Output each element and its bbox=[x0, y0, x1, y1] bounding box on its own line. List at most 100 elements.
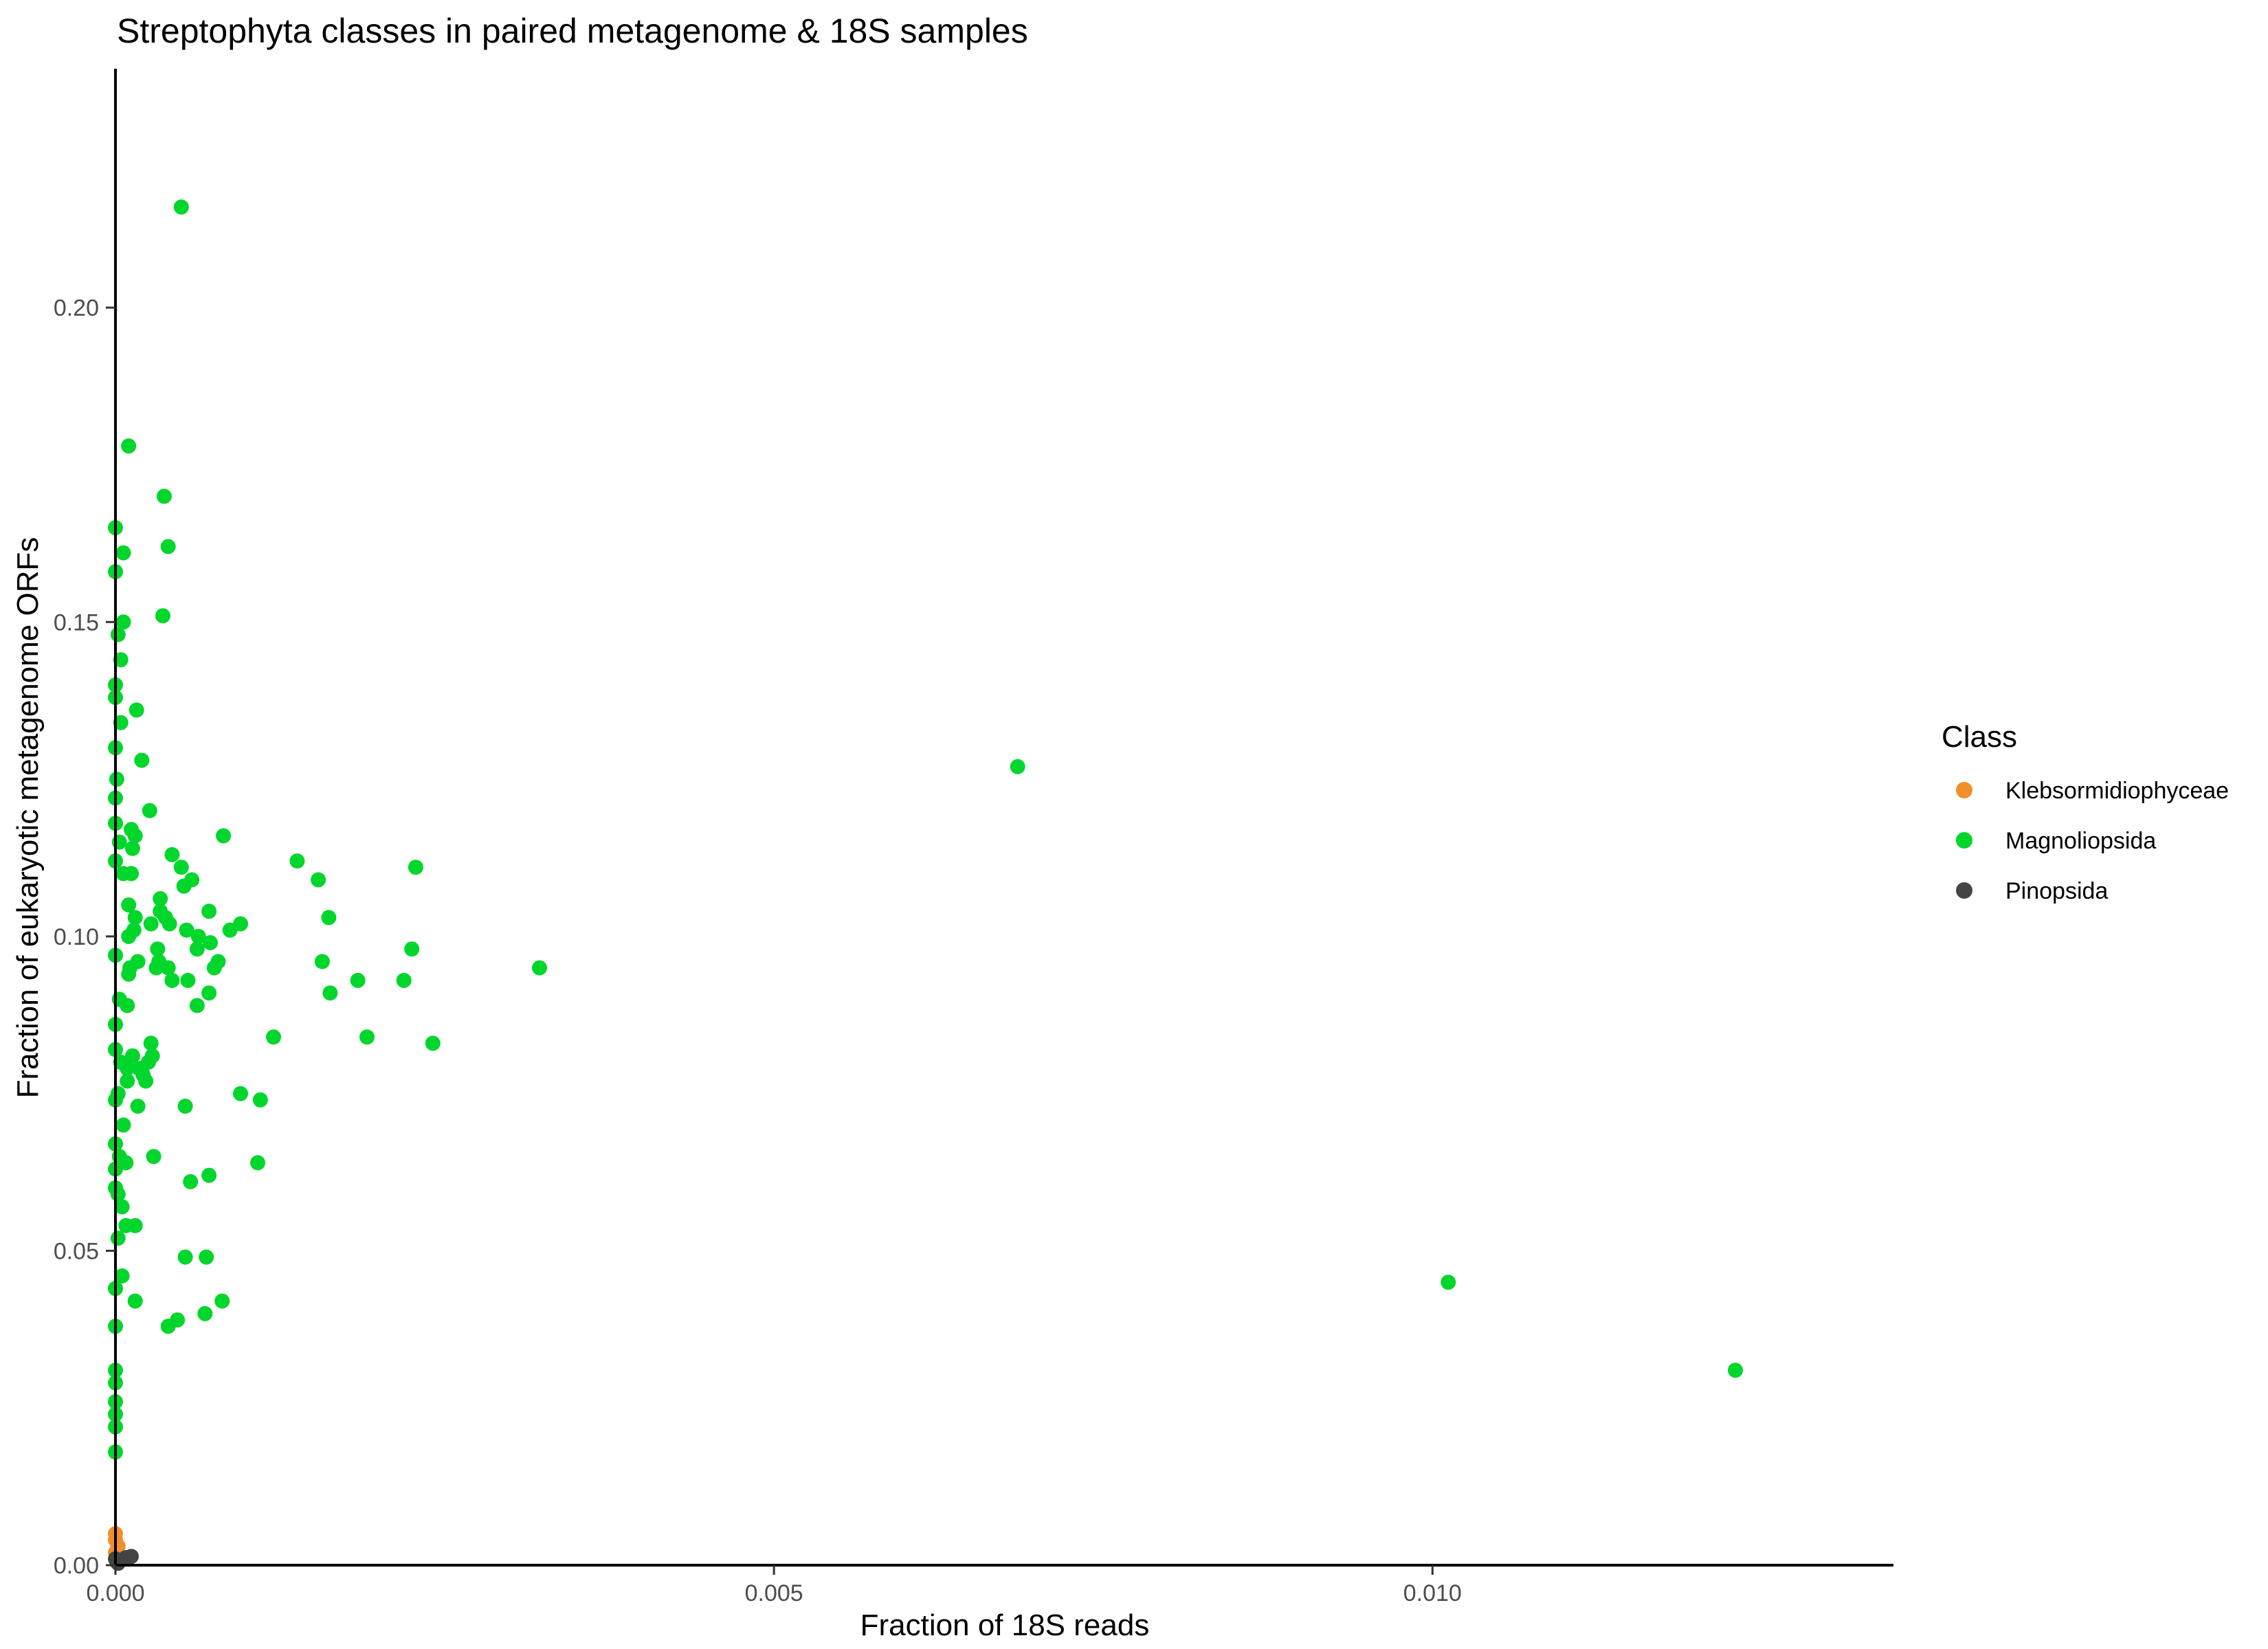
point-magnoliopsida-38 bbox=[162, 916, 177, 932]
point-magnoliopsida-99 bbox=[160, 1319, 176, 1334]
point-magnoliopsida-83 bbox=[201, 1167, 217, 1183]
point-magnoliopsida-112 bbox=[222, 922, 238, 938]
point-magnoliopsida-46 bbox=[189, 941, 205, 957]
point-magnoliopsida-57 bbox=[201, 985, 217, 1001]
point-magnoliopsida-121 bbox=[250, 1155, 265, 1171]
point-magnoliopsida-127 bbox=[1010, 759, 1025, 774]
point-magnoliopsida-120 bbox=[252, 1092, 268, 1108]
point-magnoliopsida-0 bbox=[173, 199, 189, 215]
point-magnoliopsida-93 bbox=[114, 1268, 130, 1283]
point-magnoliopsida-29 bbox=[124, 866, 139, 882]
point-magnoliopsida-31 bbox=[176, 878, 192, 894]
point-magnoliopsida-7 bbox=[155, 608, 170, 624]
point-magnoliopsida-124 bbox=[396, 972, 412, 988]
point-magnoliopsida-123 bbox=[404, 941, 420, 957]
point-magnoliopsida-34 bbox=[201, 904, 217, 919]
point-magnoliopsida-90 bbox=[110, 1231, 126, 1246]
point-magnoliopsida-55 bbox=[164, 972, 180, 988]
point-magnoliopsida-44 bbox=[203, 935, 218, 950]
point-magnoliopsida-16 bbox=[134, 752, 150, 768]
point-magnoliopsida-8 bbox=[115, 614, 131, 630]
y-tick-label: 0.05 bbox=[54, 1238, 99, 1264]
point-magnoliopsida-43 bbox=[190, 928, 206, 944]
point-magnoliopsida-54 bbox=[121, 966, 137, 982]
point-magnoliopsida-126 bbox=[532, 960, 547, 976]
point-magnoliopsida-40 bbox=[179, 922, 194, 938]
point-magnoliopsida-62 bbox=[143, 1035, 159, 1051]
legend-key-klebsormidiophyceae bbox=[1956, 782, 1972, 798]
point-magnoliopsida-33 bbox=[121, 897, 137, 913]
chart-title: Streptophyta classes in paired metagenom… bbox=[117, 12, 1028, 50]
point-magnoliopsida-75 bbox=[130, 1099, 146, 1114]
legend-title: Class bbox=[1942, 720, 2017, 754]
x-axis-ticks: 0.000 0.005 0.010 bbox=[86, 1565, 1462, 1606]
legend-key-magnoliopsida bbox=[1956, 832, 1972, 849]
legend-label-pinopsida: Pinopsida bbox=[2005, 878, 2108, 904]
x-axis-title: Fraction of 18S reads bbox=[860, 1608, 1150, 1642]
point-magnoliopsida-113 bbox=[210, 954, 226, 969]
x-tick-label: 0.010 bbox=[1403, 1580, 1462, 1606]
point-magnoliopsida-107 bbox=[216, 828, 232, 844]
point-magnoliopsida-95 bbox=[127, 1293, 143, 1309]
point-magnoliopsida-125 bbox=[425, 1035, 441, 1051]
point-magnoliopsida-118 bbox=[359, 1029, 375, 1045]
point-magnoliopsida-24 bbox=[124, 840, 140, 856]
point-magnoliopsida-1 bbox=[121, 438, 137, 454]
y-tick-label: 0.15 bbox=[54, 609, 99, 636]
point-magnoliopsida-59 bbox=[120, 998, 135, 1013]
point-magnoliopsida-3 bbox=[160, 539, 176, 554]
point-magnoliopsida-56 bbox=[180, 972, 196, 988]
point-magnoliopsida-36 bbox=[127, 910, 143, 926]
point-magnoliopsida-19 bbox=[142, 803, 157, 818]
data-points bbox=[108, 199, 1743, 1571]
point-magnoliopsida-108 bbox=[289, 853, 305, 869]
point-magnoliopsida-69 bbox=[120, 1061, 135, 1077]
point-pinopsida-3 bbox=[124, 1549, 139, 1564]
y-tick-label: 0.00 bbox=[54, 1553, 99, 1579]
point-magnoliopsida-96 bbox=[214, 1293, 230, 1309]
legend: Class Klebsormidiophyceae Magnoliopsida Pi… bbox=[1942, 720, 2229, 904]
point-magnoliopsida-76 bbox=[177, 1099, 193, 1114]
point-magnoliopsida-92 bbox=[199, 1249, 214, 1265]
point-magnoliopsida-87 bbox=[114, 1199, 130, 1215]
point-magnoliopsida-50 bbox=[148, 960, 164, 976]
point-magnoliopsida-77 bbox=[115, 1117, 131, 1133]
y-axis-ticks: 0.00 0.05 0.10 0.15 0.20 bbox=[54, 295, 115, 1579]
point-magnoliopsida-13 bbox=[129, 702, 144, 718]
point-magnoliopsida-110 bbox=[321, 910, 337, 926]
point-magnoliopsida-25 bbox=[164, 846, 180, 862]
point-magnoliopsida-45 bbox=[150, 941, 166, 957]
point-magnoliopsida-114 bbox=[314, 954, 330, 969]
y-axis-title: Fraction of eukaryotic metagenome ORFs bbox=[11, 537, 45, 1099]
point-magnoliopsida-26 bbox=[173, 860, 189, 875]
point-magnoliopsida-122 bbox=[408, 860, 423, 875]
point-magnoliopsida-109 bbox=[311, 872, 326, 888]
point-magnoliopsida-129 bbox=[1728, 1362, 1743, 1378]
point-magnoliopsida-52 bbox=[160, 960, 176, 976]
point-magnoliopsida-119 bbox=[233, 1086, 248, 1101]
point-magnoliopsida-117 bbox=[266, 1029, 281, 1045]
point-magnoliopsida-2 bbox=[156, 489, 172, 504]
x-tick-label: 0.000 bbox=[86, 1580, 144, 1606]
point-magnoliopsida-116 bbox=[322, 985, 338, 1001]
point-magnoliopsida-60 bbox=[189, 998, 205, 1013]
point-magnoliopsida-14 bbox=[113, 715, 129, 730]
y-tick-label: 0.20 bbox=[54, 295, 99, 322]
point-pinopsida-4 bbox=[110, 1556, 126, 1571]
legend-label-magnoliopsida: Magnoliopsida bbox=[2005, 828, 2156, 854]
legend-key-pinopsida bbox=[1956, 882, 1972, 899]
point-magnoliopsida-79 bbox=[146, 1149, 162, 1165]
point-magnoliopsida-9 bbox=[110, 627, 126, 642]
point-magnoliopsida-91 bbox=[177, 1249, 193, 1265]
plot-area: 0.000 0.005 0.010 0.00 0.05 0.10 0.15 0.20 bbox=[54, 69, 1893, 1606]
point-magnoliopsida-115 bbox=[350, 972, 366, 988]
point-magnoliopsida-10 bbox=[113, 652, 129, 668]
point-magnoliopsida-72 bbox=[120, 1073, 135, 1089]
y-tick-label: 0.10 bbox=[54, 924, 99, 950]
point-magnoliopsida-32 bbox=[153, 891, 168, 906]
legend-label-klebsormidiophyceae: Klebsormidiophyceae bbox=[2005, 778, 2229, 804]
point-magnoliopsida-66 bbox=[124, 1048, 140, 1064]
x-tick-label: 0.005 bbox=[745, 1580, 803, 1606]
point-magnoliopsida-84 bbox=[183, 1174, 199, 1189]
point-magnoliopsida-42 bbox=[121, 928, 137, 944]
